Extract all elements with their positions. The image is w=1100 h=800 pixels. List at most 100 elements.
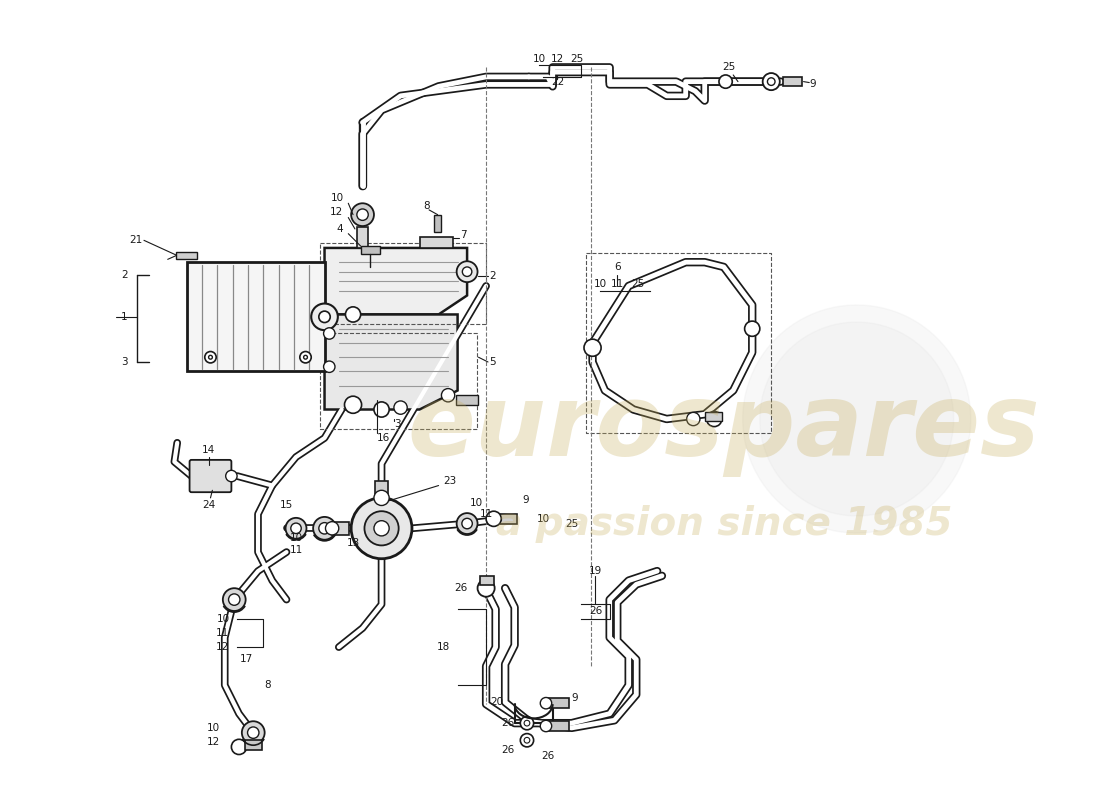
Text: 11: 11 — [480, 509, 493, 519]
Text: 12: 12 — [207, 737, 220, 747]
Text: 11: 11 — [289, 545, 302, 555]
Text: 6: 6 — [614, 262, 620, 272]
Text: 26: 26 — [502, 745, 515, 754]
Text: 2: 2 — [490, 271, 496, 282]
FancyBboxPatch shape — [189, 460, 231, 492]
Circle shape — [719, 75, 733, 88]
Circle shape — [374, 521, 389, 536]
Text: 19: 19 — [588, 566, 602, 576]
Bar — [187, 262, 324, 371]
Circle shape — [520, 717, 534, 730]
Text: 16: 16 — [377, 433, 390, 443]
Text: 11: 11 — [610, 279, 624, 289]
Bar — [782, 77, 802, 86]
Text: 10: 10 — [537, 514, 550, 524]
Bar — [361, 246, 379, 254]
Circle shape — [231, 739, 246, 754]
Circle shape — [745, 321, 760, 336]
Circle shape — [477, 580, 495, 597]
Circle shape — [223, 588, 245, 611]
Bar — [419, 237, 453, 248]
Circle shape — [486, 511, 502, 526]
Text: 12: 12 — [217, 642, 230, 652]
Text: 9: 9 — [522, 494, 529, 505]
Text: eurospares: eurospares — [407, 380, 1040, 477]
Circle shape — [374, 402, 389, 417]
Text: 8: 8 — [264, 680, 271, 690]
Text: 26: 26 — [502, 718, 515, 728]
Text: 10: 10 — [217, 614, 230, 623]
Circle shape — [229, 594, 240, 606]
Text: 10: 10 — [532, 54, 546, 64]
Text: 14: 14 — [202, 446, 216, 455]
Circle shape — [364, 511, 398, 546]
Circle shape — [520, 734, 534, 747]
Text: 8: 8 — [424, 201, 430, 211]
Text: 3: 3 — [121, 357, 128, 367]
Circle shape — [356, 209, 369, 220]
Text: 2: 2 — [121, 270, 128, 279]
Text: 5: 5 — [490, 357, 496, 367]
Bar — [500, 514, 517, 523]
Circle shape — [300, 351, 311, 363]
Circle shape — [706, 411, 722, 426]
Polygon shape — [742, 305, 971, 533]
Bar — [375, 481, 388, 500]
Circle shape — [286, 518, 307, 538]
Text: 9: 9 — [572, 694, 579, 703]
Polygon shape — [760, 322, 954, 516]
Circle shape — [311, 303, 338, 330]
Bar — [244, 740, 262, 750]
Bar — [548, 722, 569, 730]
Circle shape — [326, 522, 339, 535]
Circle shape — [686, 412, 700, 426]
Text: 12: 12 — [330, 207, 343, 217]
Circle shape — [314, 517, 336, 540]
Circle shape — [374, 490, 389, 506]
Circle shape — [323, 328, 336, 339]
Text: 18: 18 — [437, 642, 450, 652]
Bar — [481, 576, 494, 586]
Text: 20: 20 — [491, 698, 503, 707]
Text: 25: 25 — [565, 518, 579, 529]
Text: 25: 25 — [722, 62, 735, 72]
Text: 21: 21 — [129, 235, 142, 246]
Circle shape — [456, 262, 477, 282]
Text: 9: 9 — [810, 79, 816, 90]
Bar — [455, 395, 478, 405]
Text: 10: 10 — [594, 279, 607, 289]
Text: 3: 3 — [394, 418, 400, 429]
Circle shape — [351, 203, 374, 226]
Text: 11: 11 — [217, 628, 230, 638]
Circle shape — [540, 720, 552, 732]
Circle shape — [344, 396, 362, 414]
Text: 25: 25 — [571, 54, 584, 64]
Circle shape — [345, 307, 361, 322]
Text: 25: 25 — [631, 279, 645, 289]
Text: 10: 10 — [330, 193, 343, 202]
Text: 17: 17 — [240, 654, 253, 665]
Circle shape — [584, 339, 601, 356]
Polygon shape — [324, 248, 468, 314]
Circle shape — [524, 738, 530, 743]
Bar — [705, 412, 722, 421]
Circle shape — [323, 361, 336, 373]
Circle shape — [304, 355, 307, 359]
Text: 13: 13 — [346, 538, 360, 547]
Circle shape — [456, 513, 477, 534]
Circle shape — [394, 401, 407, 414]
Circle shape — [462, 267, 472, 277]
Polygon shape — [324, 314, 458, 410]
Bar — [176, 252, 197, 259]
Text: 7: 7 — [461, 230, 468, 240]
Bar — [356, 227, 369, 248]
Text: 22: 22 — [551, 77, 564, 86]
Circle shape — [209, 355, 212, 359]
Circle shape — [242, 722, 265, 744]
Circle shape — [290, 523, 301, 534]
Text: 4: 4 — [337, 224, 343, 234]
Circle shape — [351, 498, 412, 558]
Circle shape — [226, 470, 238, 482]
Text: 10: 10 — [470, 498, 483, 508]
Text: a passion since 1985: a passion since 1985 — [495, 505, 952, 542]
